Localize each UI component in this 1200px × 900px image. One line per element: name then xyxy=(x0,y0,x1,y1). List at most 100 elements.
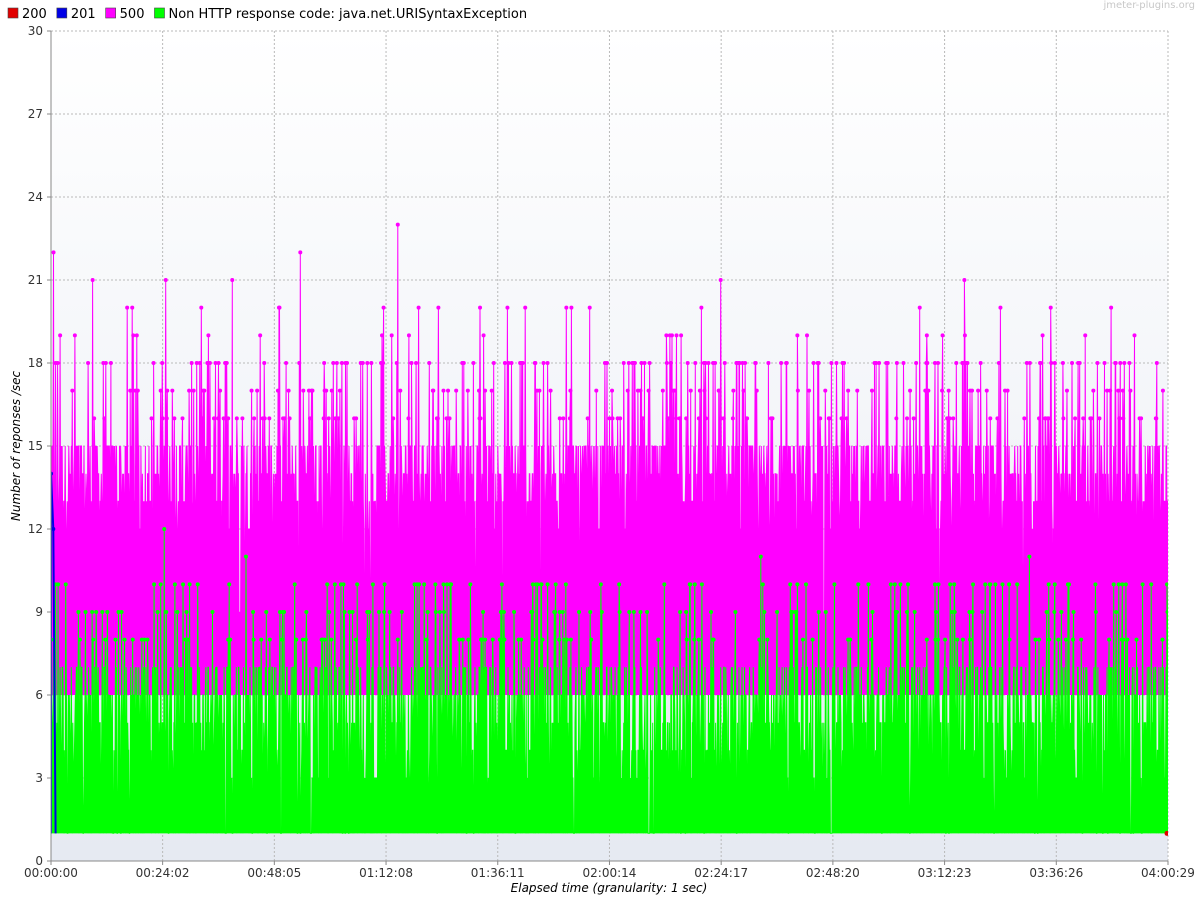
series-point xyxy=(149,416,154,421)
series-point xyxy=(491,361,496,365)
series-point xyxy=(446,388,451,393)
y-tick-label: 0 xyxy=(35,854,43,868)
series-point xyxy=(757,637,762,642)
x-tick-label: 00:24:02 xyxy=(136,866,190,880)
series-line xyxy=(51,528,1168,834)
series-point xyxy=(674,416,679,421)
series-point xyxy=(666,416,671,421)
series-point xyxy=(696,416,701,421)
series-point xyxy=(425,610,430,614)
series-point xyxy=(490,637,495,642)
series-500 xyxy=(51,222,1168,696)
series-point xyxy=(685,361,690,365)
series-point xyxy=(962,278,967,282)
series-point xyxy=(662,582,667,587)
series-point xyxy=(1102,361,1107,365)
series-point xyxy=(978,361,983,365)
series-point xyxy=(1097,416,1102,421)
series-point xyxy=(954,361,959,365)
series-point xyxy=(795,388,800,393)
legend-label: Non HTTP response code: java.net.URISynt… xyxy=(168,7,527,22)
series-point xyxy=(816,361,821,365)
series-point xyxy=(672,388,677,393)
series-point xyxy=(718,278,723,282)
series-point xyxy=(693,361,698,365)
series-point xyxy=(1049,361,1054,365)
series-point xyxy=(441,582,446,587)
series-point xyxy=(240,416,245,421)
series-point xyxy=(210,610,215,614)
series-point xyxy=(1024,361,1029,365)
series-point xyxy=(1052,361,1057,365)
series-point xyxy=(461,361,466,365)
series-point xyxy=(505,305,510,310)
series-point xyxy=(924,637,929,642)
series-point xyxy=(502,637,507,642)
series-point xyxy=(483,388,488,393)
series-point xyxy=(823,610,828,614)
series-point xyxy=(642,361,647,365)
series-point xyxy=(983,582,988,587)
series-point xyxy=(243,554,248,559)
series-point xyxy=(1154,416,1159,421)
series-point xyxy=(1127,361,1132,365)
series-point xyxy=(1140,582,1145,587)
series-point xyxy=(155,610,160,614)
series-point xyxy=(1064,388,1069,393)
series-point xyxy=(292,582,297,587)
series-point xyxy=(191,388,196,393)
series-point xyxy=(754,388,759,393)
series-point xyxy=(325,582,330,587)
x-tick-label: 02:24:17 xyxy=(694,866,748,880)
series-point xyxy=(145,637,150,642)
series-point xyxy=(234,416,239,421)
series-point xyxy=(128,388,133,393)
series-point xyxy=(568,637,573,642)
series-point xyxy=(1022,416,1027,421)
series-point xyxy=(988,416,993,421)
series-point xyxy=(160,361,165,365)
series-point xyxy=(1040,333,1045,338)
series-point xyxy=(433,610,438,614)
series-point xyxy=(1114,610,1119,614)
series-point xyxy=(55,361,60,365)
series-point xyxy=(924,333,929,338)
series-point xyxy=(520,361,525,365)
series-point xyxy=(1089,416,1094,421)
series-point xyxy=(545,361,550,365)
series-point xyxy=(795,582,800,587)
series-point xyxy=(122,637,127,642)
series-point xyxy=(951,416,956,421)
series-point xyxy=(548,388,553,393)
series-point xyxy=(618,416,623,421)
series-point xyxy=(639,361,644,365)
series-point xyxy=(501,610,506,614)
series-point xyxy=(855,388,860,393)
series-point xyxy=(908,388,913,393)
series-point xyxy=(258,333,263,338)
series-point xyxy=(688,582,693,587)
series-point xyxy=(441,388,446,393)
series-point xyxy=(1134,637,1139,642)
series-point xyxy=(935,637,940,642)
series-point xyxy=(228,637,233,642)
series-point xyxy=(1139,416,1144,421)
series-point xyxy=(394,361,399,365)
series-point xyxy=(83,610,88,614)
series-point xyxy=(965,361,970,365)
series-point xyxy=(533,361,538,365)
series-point xyxy=(848,637,853,642)
series-point xyxy=(589,637,594,642)
series-point xyxy=(823,388,828,393)
series-point xyxy=(894,610,899,614)
series-point xyxy=(197,361,202,365)
series-point xyxy=(77,637,82,642)
series-point xyxy=(531,637,536,642)
series-point xyxy=(449,582,454,587)
series-point xyxy=(647,361,652,365)
series-point xyxy=(684,610,689,614)
series-point xyxy=(499,582,504,587)
series-point xyxy=(765,637,770,642)
series-point xyxy=(322,637,327,642)
